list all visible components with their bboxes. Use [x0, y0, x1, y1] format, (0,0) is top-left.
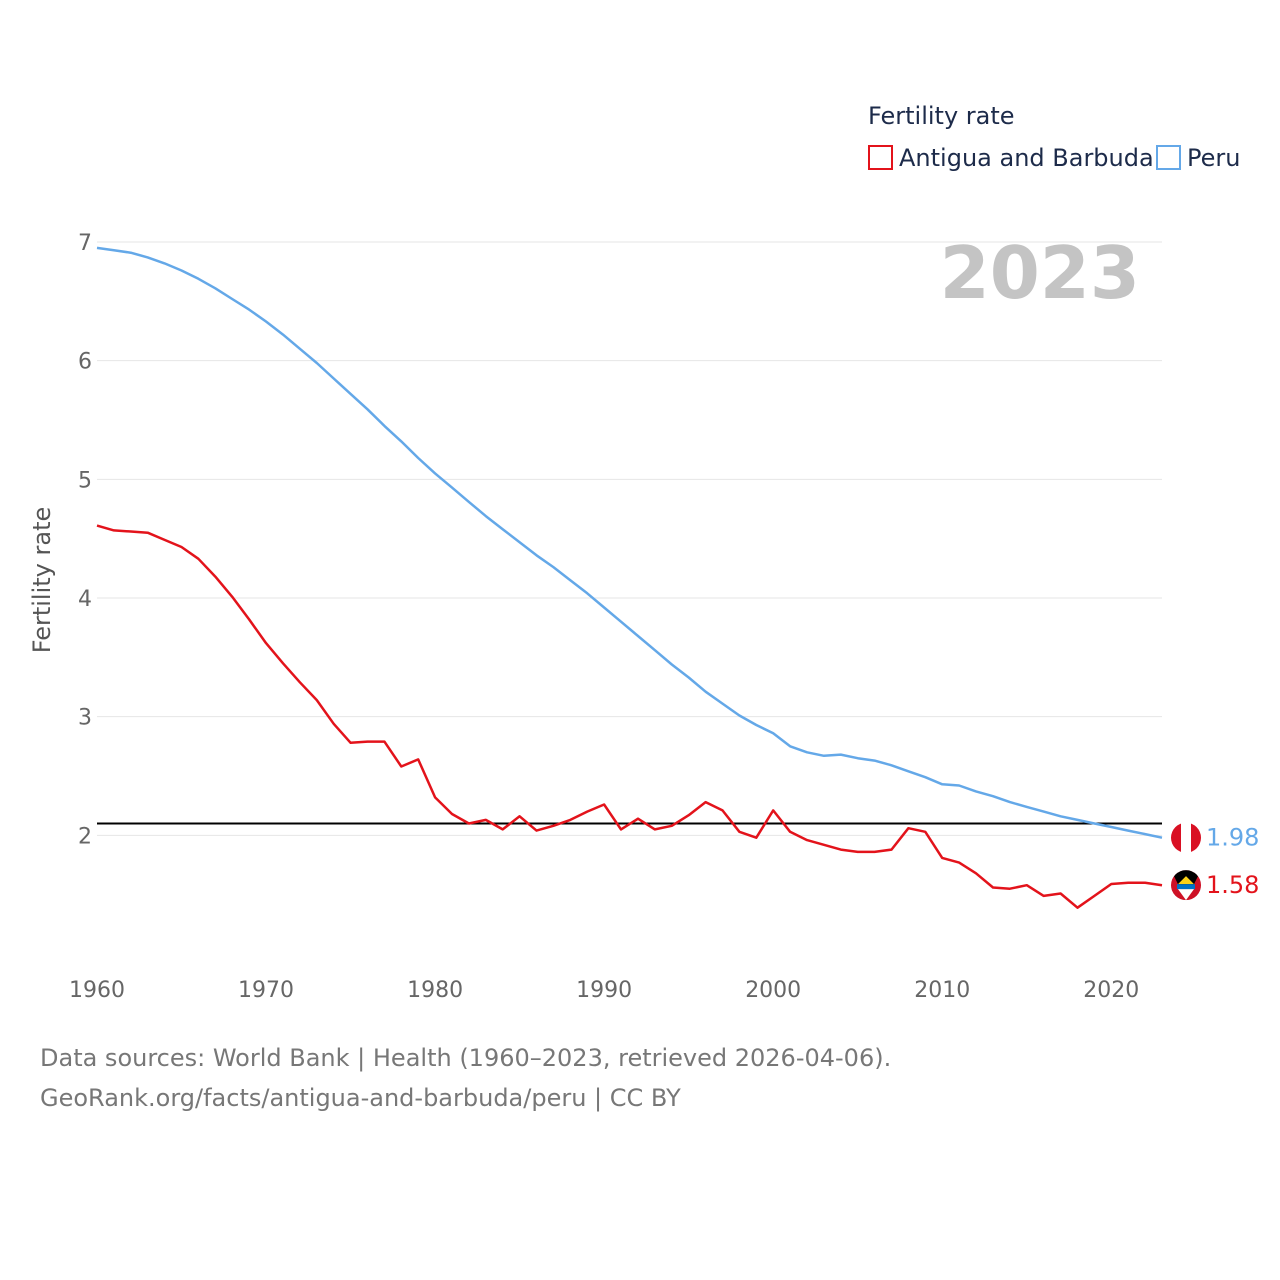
x-tick-label-1960: 1960 — [69, 978, 125, 1003]
flag-antigua-sun — [1178, 876, 1194, 885]
flag-peru-right — [1191, 822, 1201, 853]
footer-url[interactable]: GeoRank.org/facts/antigua-and-barbuda/pe… — [40, 1084, 681, 1112]
y-tick-label-3: 3 — [78, 706, 92, 731]
series-lines — [96, 246, 1163, 909]
y-tick-label-7: 7 — [78, 231, 92, 256]
y-axis-label: Fertility rate — [28, 507, 56, 654]
flag-antigua-white — [1178, 889, 1194, 901]
x-tick-label-2020: 2020 — [1083, 978, 1139, 1003]
flag-icon-peru — [1171, 822, 1201, 853]
x-tick-label-1980: 1980 — [407, 978, 463, 1003]
flag-icon-antigua — [1171, 870, 1201, 901]
legend-swatch-antigua[interactable] — [868, 145, 893, 170]
legend: Fertility rate Antigua and Barbuda Peru — [868, 102, 1240, 172]
current-year-label: 2023 — [940, 231, 1140, 315]
end-value-label-antigua: 1.58 — [1206, 871, 1259, 899]
legend-label-peru[interactable]: Peru — [1187, 144, 1240, 172]
legend-title: Fertility rate — [868, 102, 1015, 130]
y-tick-label-6: 6 — [78, 350, 92, 375]
series-line-peru — [96, 246, 1163, 839]
y-axis-ticks: 2 3 4 5 6 7 — [78, 231, 92, 849]
grid-lines — [97, 241, 1162, 836]
x-tick-label-2000: 2000 — [745, 978, 801, 1003]
end-value-label-peru: 1.98 — [1206, 824, 1259, 852]
x-axis-ticks: 1960 1970 1980 1990 2000 2010 2020 — [69, 978, 1139, 1003]
footer-source: Data sources: World Bank | Health (1960–… — [40, 1044, 892, 1072]
flag-antigua-blue — [1177, 884, 1195, 890]
series-line-antigua — [96, 524, 1163, 909]
y-tick-label-5: 5 — [78, 468, 92, 493]
x-tick-label-1970: 1970 — [238, 978, 294, 1003]
x-tick-label-2010: 2010 — [914, 978, 970, 1003]
x-tick-label-1990: 1990 — [576, 978, 632, 1003]
series-end-markers: 1.58 1.98 — [1171, 822, 1259, 901]
y-tick-label-2: 2 — [78, 824, 92, 849]
fertility-rate-chart: 2 3 4 5 6 7 1960 1970 1980 1990 2000 2010 2020 2023… — [28, 102, 1259, 1003]
flag-peru-left — [1171, 822, 1181, 853]
legend-swatch-peru[interactable] — [1156, 145, 1181, 170]
y-tick-label-4: 4 — [78, 587, 92, 612]
legend-label-antigua[interactable]: Antigua and Barbuda — [899, 144, 1154, 172]
